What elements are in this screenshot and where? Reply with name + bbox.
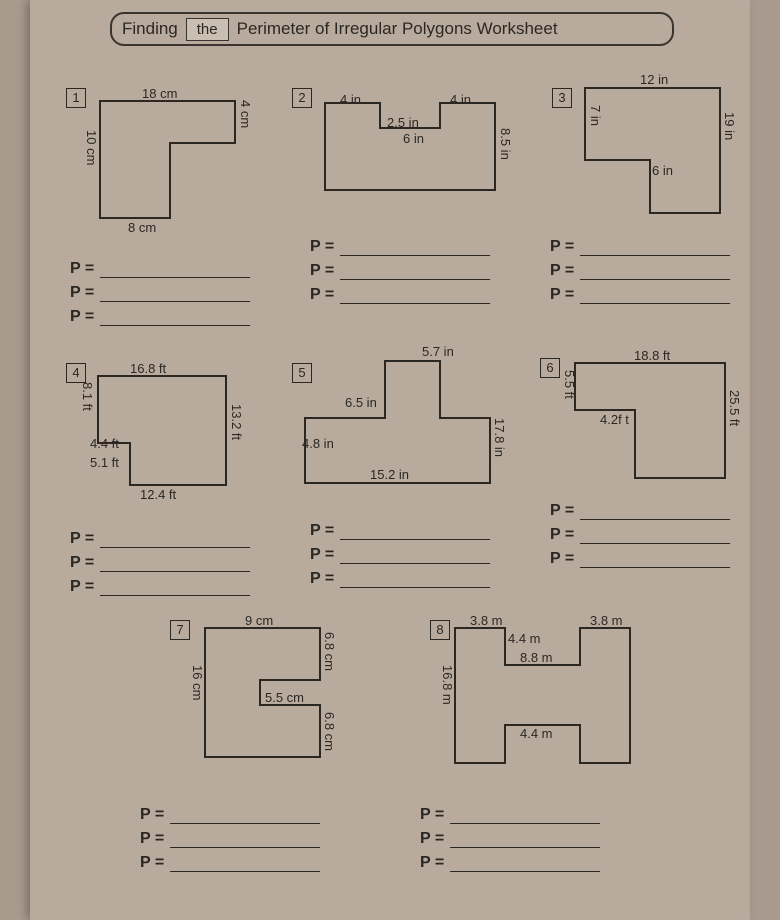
answers-4: P = P = P = [70,530,250,602]
p7-label-left: 16 cm [190,665,205,700]
p1-label-right: 4 cm [238,100,253,128]
answers-3: P = P = P = [550,238,730,310]
p5-label-c: 4.8 in [302,436,334,451]
p5-label-b: 6.5 in [345,395,377,410]
p4-label-right: 13.2 ft [229,404,244,440]
answers-6: P = P = P = [550,502,730,574]
answers-5: P = P = P = [310,522,490,594]
p8-label-f: 4.4 m [520,726,553,741]
answer-line: P = [310,546,490,564]
p1-label-top: 18 cm [142,86,177,101]
answer-line: P = [310,286,490,304]
shape-8 [450,625,640,770]
title-part-a: Finding [112,19,186,39]
worksheet-page: Finding the Perimeter of Irregular Polyg… [30,0,750,920]
answer-line: P = [310,570,490,588]
problem-number-7: 7 [170,620,190,640]
answer-line: P = [70,578,250,596]
answer-line: P = [310,238,490,256]
answer-line: P = [550,286,730,304]
p3-label-right: 19 in [722,112,737,140]
p8-label-left: 16.8 m [440,665,455,705]
answer-line: P = [140,854,320,872]
p2-label-b: 4 in [450,92,471,107]
answer-line: P = [70,260,250,278]
answers-7: P = P = P = [140,806,320,878]
p6-label-top: 18.8 ft [634,348,670,363]
problem-number-1: 1 [66,88,86,108]
shape-4 [88,373,233,493]
shape-6 [570,360,735,485]
p4-label-d: 4.4 ft [90,436,119,451]
p2-label-d: 6 in [403,131,424,146]
p3-label-top: 12 in [640,72,668,87]
answer-line: P = [550,502,730,520]
answer-line: P = [70,284,250,302]
p6-label-right: 25.5 ft [727,390,742,426]
title-blank-box: the [186,18,229,41]
worksheet-title: Finding the Perimeter of Irregular Polyg… [110,12,674,46]
p8-label-a: 3.8 m [470,613,503,628]
p5-label-top: 5.7 in [422,344,454,359]
p6-label-inner: 4.2f t [600,412,629,427]
p8-label-d: 8.8 m [520,650,553,665]
p4-label-left: 8.1 ft [80,382,95,411]
p5-label-e: 15.2 in [370,467,409,482]
answer-line: P = [420,830,600,848]
p2-label-c: 2.5 in [387,115,419,130]
p2-label-e: 8.5 in [498,128,513,160]
answer-line: P = [70,308,250,326]
answer-line: P = [550,238,730,256]
p5-label-right: 17.8 in [492,418,507,457]
answers-2: P = P = P = [310,238,490,310]
p1-label-bottom: 8 cm [128,220,156,235]
answer-line: P = [310,522,490,540]
p1-label-left: 10 cm [84,130,99,165]
problem-number-8: 8 [430,620,450,640]
problem-number-3: 3 [552,88,572,108]
problem-number-2: 2 [292,88,312,108]
answer-line: P = [140,830,320,848]
p4-label-top: 16.8 ft [130,361,166,376]
answer-line: P = [420,854,600,872]
p7-label-top: 9 cm [245,613,273,628]
answer-line: P = [420,806,600,824]
answers-8: P = P = P = [420,806,600,878]
answer-line: P = [550,526,730,544]
answer-line: P = [70,554,250,572]
answers-1: P = P = P = [70,260,250,332]
p6-label-left: 5.5 ft [562,370,577,399]
p7-label-r1: 6.8 cm [322,632,337,671]
p4-label-e: 5.1 ft [90,455,119,470]
answer-line: P = [550,550,730,568]
shape-1 [90,98,245,228]
p3-label-left: 7 in [588,105,603,126]
title-part-b: Perimeter of Irregular Polygons Workshee… [233,19,558,39]
p3-label-inner: 6 in [652,163,673,178]
p4-label-bottom: 12.4 ft [140,487,176,502]
p8-label-b: 3.8 m [590,613,623,628]
problem-number-6: 6 [540,358,560,378]
p2-label-a: 4 in [340,92,361,107]
p8-label-c: 4.4 m [508,631,541,646]
answer-line: P = [70,530,250,548]
answer-line: P = [310,262,490,280]
answer-line: P = [140,806,320,824]
problem-number-4: 4 [66,363,86,383]
answer-line: P = [550,262,730,280]
p7-label-inner: 5.5 cm [265,690,304,705]
p7-label-r2: 6.8 cm [322,712,337,751]
